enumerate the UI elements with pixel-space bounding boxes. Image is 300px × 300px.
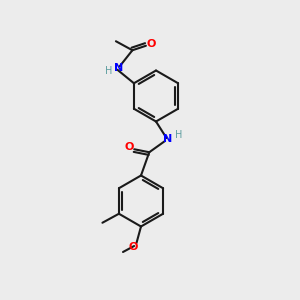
Text: O: O bbox=[129, 242, 138, 252]
Text: H: H bbox=[105, 66, 113, 76]
Text: N: N bbox=[164, 134, 172, 144]
Text: O: O bbox=[147, 39, 156, 49]
Text: N: N bbox=[114, 63, 124, 73]
Text: H: H bbox=[176, 130, 183, 140]
Text: O: O bbox=[124, 142, 134, 152]
